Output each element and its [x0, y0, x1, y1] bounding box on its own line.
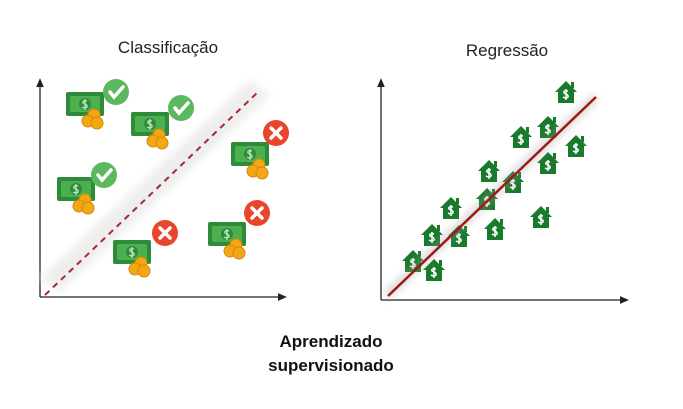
check-icon: [166, 93, 196, 123]
money-icon: [230, 141, 270, 180]
caption: supervisionado: [268, 356, 394, 375]
house-icon: [554, 80, 578, 104]
house-icon: [439, 196, 463, 220]
house-icon: [564, 134, 588, 158]
cross-icon: [242, 198, 272, 228]
money-icon: [56, 176, 96, 215]
caption: Aprendizado: [280, 332, 383, 351]
money-icon: [207, 221, 247, 260]
cross-icon: [150, 218, 180, 248]
house-icon: [477, 159, 501, 183]
check-icon: [89, 160, 119, 190]
money-icon: [112, 239, 152, 278]
decision-boundary: [44, 91, 259, 296]
panel-title: Regressão: [466, 41, 548, 60]
money-icon: [130, 111, 170, 150]
house-icon: [529, 205, 553, 229]
check-icon: [101, 77, 131, 107]
cross-icon: [261, 118, 291, 148]
axes: [36, 78, 629, 304]
house-icon: [509, 125, 533, 149]
house-icon: [483, 217, 507, 241]
panel-title: Classificação: [118, 38, 218, 57]
regression-line: [387, 96, 597, 297]
money-icon: [65, 91, 105, 130]
shade: [40, 80, 270, 292]
